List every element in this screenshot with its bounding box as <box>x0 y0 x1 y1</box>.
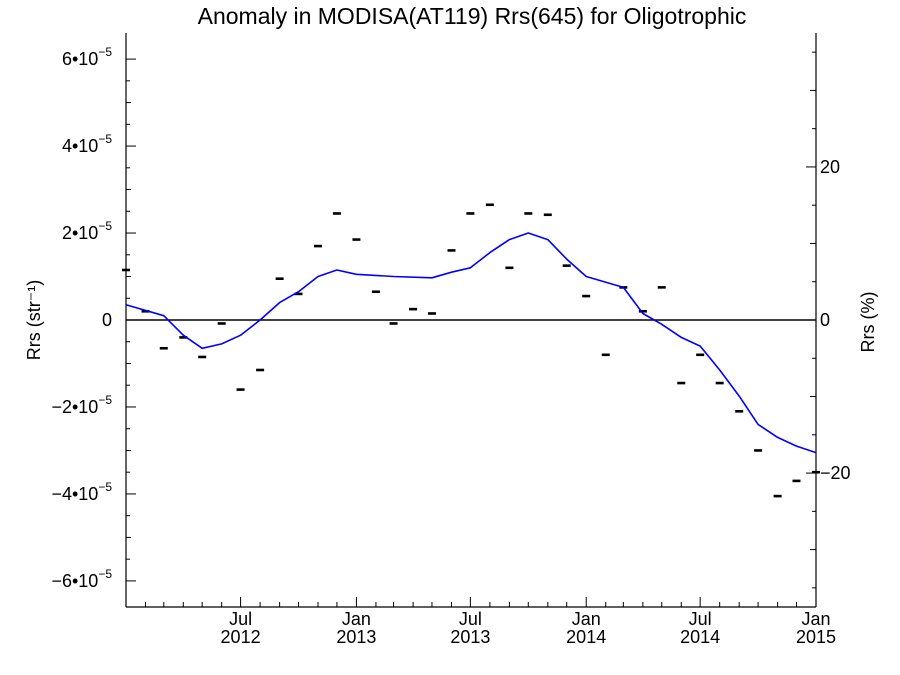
y-left-tick-label: 2•10−5 <box>62 219 112 243</box>
smoothed-anomaly-line <box>125 232 817 454</box>
y-left-tick-mantissa: −2 <box>51 397 72 417</box>
chart-title: Anomaly in MODISA(AT119) Rrs(645) for Ol… <box>198 3 747 29</box>
x-tick-month: Jul <box>459 609 482 629</box>
y-left-tick-mantissa: 6 <box>62 49 72 69</box>
x-tick-year: 2015 <box>796 627 836 647</box>
x-tick-month: Jan <box>572 609 601 629</box>
x-tick-month: Jan <box>342 609 371 629</box>
x-tick-year: 2013 <box>450 627 490 647</box>
y-left-tick-exponent: −5 <box>98 132 112 146</box>
x-tick-year: 2014 <box>680 627 720 647</box>
x-tick-year: 2014 <box>566 627 606 647</box>
y-left-tick-mantissa: 2 <box>62 223 72 243</box>
y-left-tick-mantissa: −6 <box>51 571 72 591</box>
y-left-tick-label: −4•10−5 <box>51 480 112 504</box>
y-left-tick-base: •10 <box>72 571 98 591</box>
x-tick-month: Jul <box>689 609 712 629</box>
y-left-tick-base: •10 <box>72 136 98 156</box>
y-left-tick-exponent: −5 <box>98 480 112 494</box>
y-left-tick-mantissa: −4 <box>51 484 72 504</box>
y-left-tick-label: −2•10−5 <box>51 393 112 417</box>
y-left-tick-base: •10 <box>72 223 98 243</box>
y-right-tick-label: 0 <box>820 310 830 330</box>
y-right-tick-label: 20 <box>820 157 840 177</box>
y-left-tick-label: 0 <box>102 310 112 330</box>
y-right-tick-label: −20 <box>820 463 851 483</box>
y-left-tick-base: •10 <box>72 484 98 504</box>
x-tick-year: 2013 <box>336 627 376 647</box>
y-left-tick-mantissa: 4 <box>62 136 72 156</box>
y-left-tick-label: −6•10−5 <box>51 567 112 591</box>
y-right-axis-label: Rrs (%) <box>858 292 878 353</box>
x-tick-month: Jan <box>801 609 830 629</box>
y-left-tick-exponent: −5 <box>98 219 112 233</box>
y-left-tick-exponent: −5 <box>98 567 112 581</box>
y-left-tick-value: 0 <box>102 310 112 330</box>
y-left-tick-exponent: −5 <box>98 393 112 407</box>
y-left-tick-label: 6•10−5 <box>62 45 112 69</box>
x-tick-year: 2012 <box>221 627 261 647</box>
y-left-tick-label: 4•10−5 <box>62 132 112 156</box>
y-left-tick-base: •10 <box>72 397 98 417</box>
y-left-axis-label: Rrs (str⁻¹) <box>24 280 44 360</box>
y-left-tick-base: •10 <box>72 49 98 69</box>
x-tick-month: Jul <box>229 609 252 629</box>
y-left-tick-exponent: −5 <box>98 45 112 59</box>
